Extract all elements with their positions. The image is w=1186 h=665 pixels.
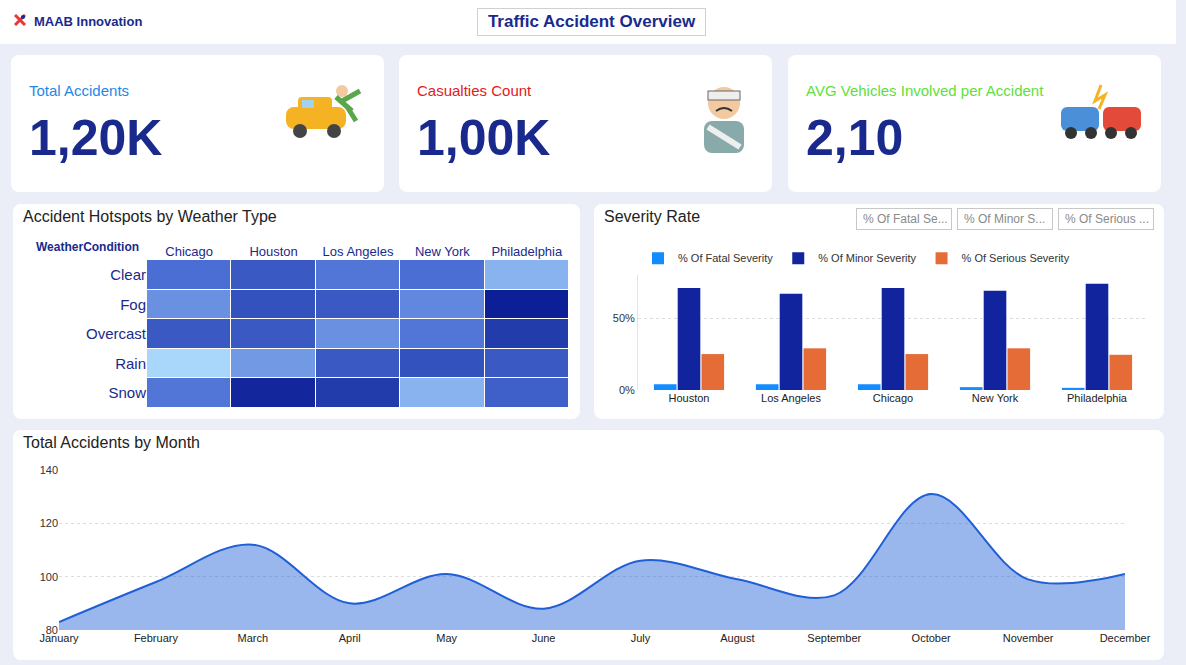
svg-text:80: 80 bbox=[46, 624, 58, 636]
svg-text:WeatherCondition: WeatherCondition bbox=[36, 240, 139, 254]
svg-text:August: August bbox=[720, 632, 754, 644]
svg-text:Snow: Snow bbox=[108, 384, 146, 401]
svg-text:Overcast: Overcast bbox=[86, 325, 147, 342]
html-text:Severity Rate: Severity Rate bbox=[604, 208, 700, 225]
html-text:% Of Fatal Se...: % Of Fatal Se... bbox=[863, 212, 948, 226]
svg-text:May: May bbox=[436, 632, 457, 644]
svg-text:% Of Serious Severity: % Of Serious Severity bbox=[962, 252, 1070, 264]
svg-text:Houston: Houston bbox=[669, 392, 710, 404]
html-text:Casualties Count: Casualties Count bbox=[417, 82, 532, 99]
svg-text:140: 140 bbox=[40, 464, 58, 476]
svg-text:December: December bbox=[1100, 632, 1151, 644]
svg-text:July: July bbox=[631, 632, 651, 644]
svg-text:120: 120 bbox=[40, 517, 58, 529]
html-text:Traffic Accident Overview: Traffic Accident Overview bbox=[487, 12, 696, 31]
svg-text:February: February bbox=[134, 632, 179, 644]
svg-text:Rain: Rain bbox=[115, 355, 146, 372]
svg-text:Clear: Clear bbox=[110, 266, 146, 283]
svg-text:% Of Minor Severity: % Of Minor Severity bbox=[818, 252, 916, 264]
html-text:MAAB Innovation: MAAB Innovation bbox=[34, 14, 143, 29]
svg-text:50%: 50% bbox=[613, 312, 635, 324]
svg-text:Chicago: Chicago bbox=[165, 244, 213, 259]
svg-text:Philadelphia: Philadelphia bbox=[491, 244, 563, 259]
svg-text:Philadelphia: Philadelphia bbox=[1067, 392, 1128, 404]
svg-text:New York: New York bbox=[972, 392, 1019, 404]
html-text:2,10: 2,10 bbox=[806, 110, 904, 166]
svg-text:January: January bbox=[39, 632, 79, 644]
svg-text:Chicago: Chicago bbox=[873, 392, 913, 404]
svg-text:100: 100 bbox=[40, 571, 58, 583]
html-text:% Of Minor S...: % Of Minor S... bbox=[964, 212, 1046, 226]
svg-text:April: April bbox=[339, 632, 361, 644]
svg-text:March: March bbox=[238, 632, 269, 644]
html-text:Total Accidents: Total Accidents bbox=[29, 82, 130, 99]
svg-text:Los Angeles: Los Angeles bbox=[761, 392, 821, 404]
svg-text:Fog: Fog bbox=[120, 296, 146, 313]
svg-text:November: November bbox=[1003, 632, 1054, 644]
svg-text:% Of Fatal Severity: % Of Fatal Severity bbox=[678, 252, 773, 264]
html-text:Total Accidents by Month: Total Accidents by Month bbox=[23, 434, 200, 451]
html-text:1,20K: 1,20K bbox=[29, 110, 163, 166]
html-text:AVG Vehicles Involved per Acci: AVG Vehicles Involved per Accident bbox=[806, 82, 1044, 99]
svg-text:September: September bbox=[807, 632, 861, 644]
svg-text:October: October bbox=[912, 632, 951, 644]
svg-text:June: June bbox=[532, 632, 556, 644]
svg-text:0%: 0% bbox=[619, 384, 635, 396]
html-text:Accident Hotspots by Weather T: Accident Hotspots by Weather Type bbox=[23, 208, 277, 225]
svg-text:New York: New York bbox=[415, 244, 470, 259]
html-text:1,00K: 1,00K bbox=[417, 110, 551, 166]
svg-text:Los Angeles: Los Angeles bbox=[323, 244, 394, 259]
svg-text:Houston: Houston bbox=[249, 244, 297, 259]
html-text:% Of Serious ...: % Of Serious ... bbox=[1065, 212, 1149, 226]
